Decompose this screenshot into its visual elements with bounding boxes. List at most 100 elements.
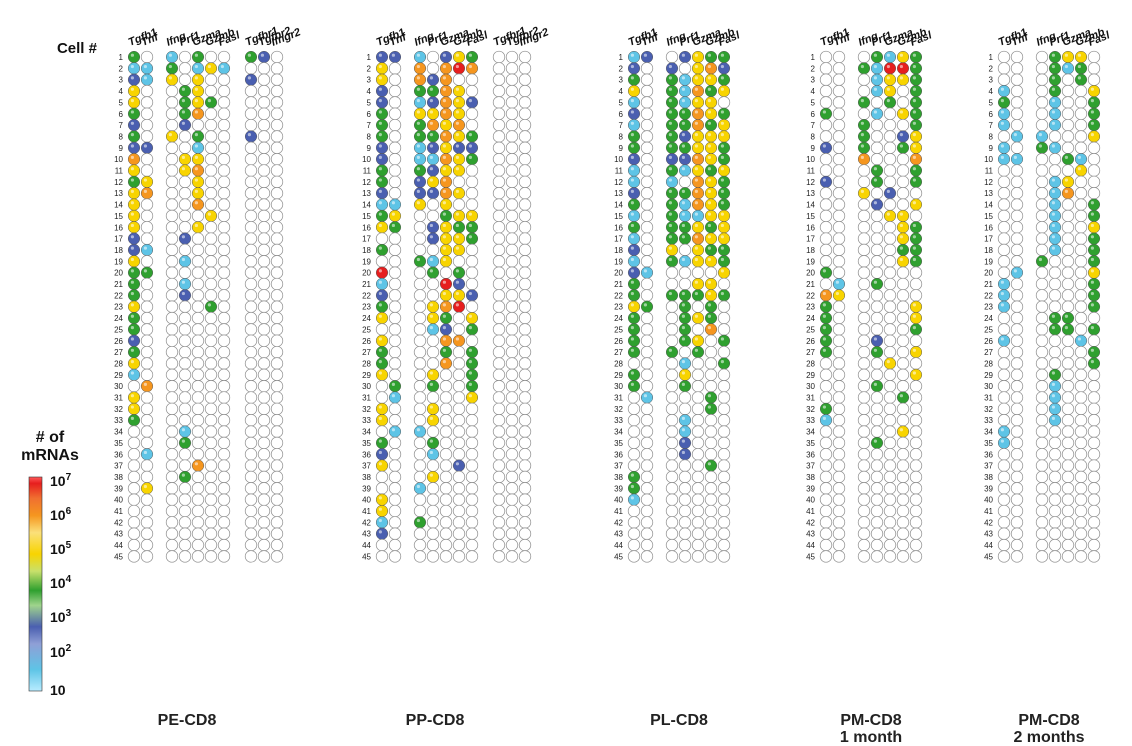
expression-dot	[691, 482, 705, 495]
dot-highlight	[835, 280, 840, 284]
expression-dot	[997, 482, 1011, 495]
expression-dot	[1048, 448, 1062, 461]
expression-dot	[665, 164, 679, 177]
expression-dot	[1035, 198, 1049, 211]
expression-dot	[627, 334, 641, 347]
dot-highlight	[429, 473, 433, 477]
expression-dot	[640, 62, 654, 75]
dot-highlight	[130, 201, 134, 205]
expression-dot	[1074, 448, 1088, 461]
expression-dot	[857, 62, 871, 75]
dot-highlight	[707, 178, 712, 182]
panel-title: PM-CD8	[1018, 712, 1079, 729]
dot-highlight	[822, 269, 827, 273]
expression-dot	[413, 107, 427, 120]
cell-number: 35	[114, 439, 123, 448]
expression-dot	[896, 550, 910, 563]
expression-dot	[717, 459, 731, 472]
dot-highlight	[378, 76, 382, 80]
expression-dot	[426, 153, 440, 166]
dot-highlight	[378, 518, 382, 523]
expression-dot	[505, 277, 519, 291]
expression-dot	[178, 130, 192, 143]
dot-highlight	[194, 76, 198, 80]
cell-number: 31	[614, 394, 623, 403]
expression-dot	[518, 255, 532, 268]
expression-dot	[896, 277, 910, 291]
expression-dot	[452, 175, 466, 189]
expression-dot	[465, 459, 479, 472]
cell-number: 45	[362, 552, 371, 561]
expression-dot	[857, 448, 871, 461]
expression-dot	[217, 62, 231, 75]
expression-dot	[178, 277, 192, 291]
expression-dot	[832, 425, 846, 438]
expression-dot	[1061, 312, 1075, 325]
dot-highlight	[130, 314, 134, 318]
expression-dot	[413, 414, 427, 427]
expression-dot	[909, 550, 923, 563]
expression-dot	[997, 345, 1011, 359]
expression-dot	[717, 357, 731, 370]
cell-number: 39	[614, 484, 623, 493]
expression-dot	[870, 357, 884, 370]
cell-number: 23	[114, 303, 123, 312]
expression-dot	[413, 209, 427, 223]
expression-dot	[832, 232, 846, 245]
dot-highlight	[378, 178, 382, 182]
dot-highlight	[468, 291, 472, 296]
dot-highlight	[873, 201, 878, 205]
expression-dot	[640, 198, 654, 211]
expression-dot	[270, 141, 284, 154]
expression-dot	[870, 300, 884, 313]
dot-highlight	[1064, 178, 1068, 182]
dot-highlight	[707, 405, 712, 409]
expression-dot	[375, 425, 389, 438]
expression-dot	[832, 504, 846, 518]
expression-dot	[870, 198, 884, 211]
dot-highlight	[429, 121, 433, 125]
expression-dot	[997, 73, 1011, 86]
dot-highlight	[873, 53, 878, 57]
dot-highlight	[468, 64, 472, 69]
dot-highlight	[822, 416, 827, 420]
expression-dot	[717, 323, 731, 336]
expression-dot	[165, 73, 179, 86]
expression-dot	[819, 323, 833, 336]
expression-dot	[127, 334, 141, 347]
expression-dot	[1035, 130, 1049, 143]
dot-highlight	[694, 212, 699, 216]
dot-highlight	[630, 189, 635, 193]
expression-dot	[665, 255, 679, 268]
expression-dot	[857, 402, 871, 416]
expression-dot	[819, 516, 833, 529]
dot-highlight	[822, 110, 827, 114]
expression-dot	[883, 357, 897, 370]
dot-highlight	[873, 110, 878, 114]
dot-highlight	[912, 303, 917, 307]
cell-number: 25	[362, 325, 371, 334]
cell-number: 37	[362, 462, 371, 471]
expression-dot	[909, 232, 923, 245]
expression-dot	[896, 368, 910, 381]
expression-dot	[1087, 107, 1101, 120]
cell-number: 5	[619, 98, 624, 107]
expression-dot	[717, 73, 731, 86]
expression-dot	[388, 187, 402, 200]
expression-dot	[452, 436, 466, 450]
expression-dot	[1035, 175, 1049, 189]
expression-dot	[1061, 84, 1075, 98]
expression-dot	[413, 255, 427, 268]
expression-dot	[640, 493, 654, 506]
expression-dot	[704, 277, 718, 291]
expression-dot	[1087, 232, 1101, 245]
expression-dot	[704, 96, 718, 109]
dot-highlight	[130, 337, 134, 341]
expression-dot	[627, 289, 641, 302]
expression-dot	[640, 221, 654, 234]
expression-dot	[127, 323, 141, 336]
expression-dot	[217, 209, 231, 223]
expression-dot	[640, 380, 654, 393]
